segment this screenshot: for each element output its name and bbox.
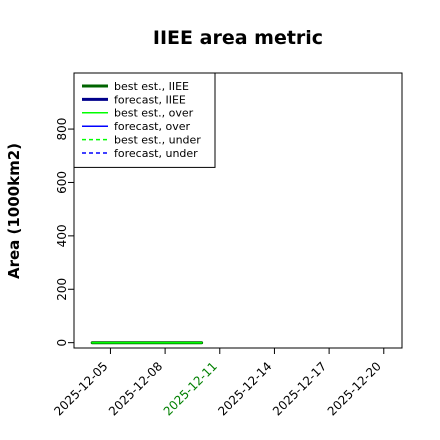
y-tick-label: 600 — [55, 171, 69, 194]
chart-title: IIEE area metric — [153, 27, 323, 49]
series-point — [164, 342, 166, 344]
series-point — [200, 342, 203, 344]
x-tick-label: 2025-12-11 — [161, 359, 220, 418]
series-point — [146, 342, 148, 344]
x-tick-label: 2025-12-20 — [325, 359, 384, 418]
x-tick-label: 2025-12-05 — [51, 359, 110, 418]
x-tick-label: 2025-12-17 — [270, 359, 329, 418]
y-tick-label: 200 — [55, 278, 69, 301]
series-layer — [90, 341, 204, 345]
legend-label: forecast, IIEE — [114, 93, 186, 106]
y-tick-label: 0 — [55, 339, 69, 347]
series-point — [91, 342, 93, 344]
series-point — [128, 342, 130, 344]
legend-box — [73, 72, 216, 168]
x-axis: 2025-12-052025-12-082025-12-112025-12-14… — [51, 348, 385, 418]
x-tick-label: 2025-12-14 — [215, 359, 274, 418]
plot-frame — [73, 72, 403, 349]
y-axis-label: Area (1000km2) — [5, 143, 23, 279]
y-tick-label: 800 — [55, 118, 69, 141]
legend-label: best est., over — [114, 107, 194, 120]
series-point — [182, 342, 184, 344]
legend-label: best est., under — [114, 133, 201, 146]
y-axis: 0 200 400 600 800 — [55, 118, 74, 347]
legend-label: best est., IIEE — [114, 80, 189, 93]
legend-label: forecast, under — [114, 147, 198, 160]
x-tick-label: 2025-12-08 — [106, 359, 165, 418]
y-tick-label: 400 — [55, 224, 69, 247]
legend-label: forecast, over — [114, 120, 190, 133]
series-point — [109, 342, 112, 344]
